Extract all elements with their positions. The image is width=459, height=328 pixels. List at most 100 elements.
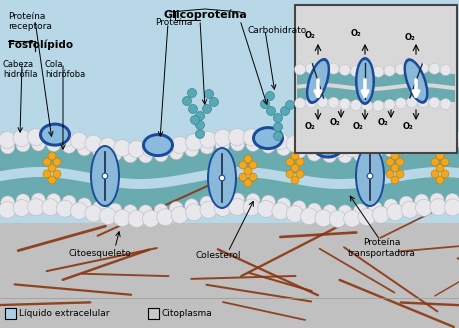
Ellipse shape	[356, 147, 382, 205]
Ellipse shape	[311, 134, 343, 158]
Ellipse shape	[39, 123, 71, 147]
Circle shape	[154, 148, 168, 162]
Circle shape	[266, 107, 275, 115]
Circle shape	[417, 63, 428, 73]
Circle shape	[400, 201, 417, 218]
Circle shape	[444, 194, 459, 207]
Circle shape	[28, 129, 45, 146]
Circle shape	[383, 143, 397, 157]
Circle shape	[285, 205, 302, 222]
Circle shape	[0, 201, 16, 218]
Circle shape	[200, 140, 213, 154]
Circle shape	[246, 137, 259, 152]
Circle shape	[28, 198, 45, 215]
Circle shape	[239, 173, 246, 181]
Circle shape	[271, 203, 288, 220]
Circle shape	[435, 164, 443, 172]
Circle shape	[195, 130, 204, 138]
Circle shape	[390, 164, 398, 172]
Circle shape	[417, 96, 428, 108]
Circle shape	[108, 147, 122, 161]
Circle shape	[48, 164, 56, 172]
Circle shape	[368, 146, 382, 160]
Ellipse shape	[405, 61, 425, 101]
Circle shape	[406, 63, 417, 74]
Circle shape	[291, 145, 305, 159]
Polygon shape	[0, 177, 459, 214]
Circle shape	[273, 122, 282, 132]
Circle shape	[440, 158, 448, 166]
Circle shape	[257, 130, 274, 147]
Circle shape	[128, 140, 145, 157]
Circle shape	[200, 201, 217, 218]
Circle shape	[337, 149, 351, 163]
Circle shape	[414, 199, 431, 216]
Bar	[0, 223, 459, 328]
Circle shape	[219, 175, 224, 181]
Circle shape	[260, 99, 269, 109]
Circle shape	[142, 210, 159, 227]
Circle shape	[108, 203, 122, 217]
Circle shape	[440, 170, 448, 178]
Circle shape	[53, 170, 61, 178]
Circle shape	[372, 66, 383, 77]
Ellipse shape	[42, 126, 68, 144]
Ellipse shape	[357, 60, 372, 102]
Circle shape	[169, 202, 183, 215]
Circle shape	[414, 194, 428, 208]
Circle shape	[48, 176, 56, 184]
Circle shape	[77, 198, 91, 212]
Circle shape	[243, 155, 252, 163]
Circle shape	[273, 132, 282, 140]
Circle shape	[276, 198, 290, 212]
Circle shape	[430, 158, 438, 166]
Text: O₂: O₂	[377, 118, 387, 128]
Circle shape	[43, 170, 51, 178]
Circle shape	[248, 173, 257, 181]
Circle shape	[62, 195, 76, 209]
Circle shape	[350, 100, 361, 111]
Circle shape	[394, 64, 405, 75]
Circle shape	[414, 129, 431, 146]
Circle shape	[261, 139, 275, 153]
Circle shape	[246, 194, 259, 208]
Circle shape	[200, 131, 217, 148]
Circle shape	[195, 112, 204, 120]
Ellipse shape	[354, 57, 374, 105]
Circle shape	[343, 210, 360, 227]
Circle shape	[357, 209, 374, 226]
Circle shape	[291, 201, 305, 215]
Circle shape	[243, 179, 252, 187]
Ellipse shape	[142, 133, 174, 157]
Circle shape	[383, 65, 394, 76]
Circle shape	[305, 63, 316, 74]
Circle shape	[429, 198, 446, 215]
Ellipse shape	[308, 61, 327, 101]
Circle shape	[228, 129, 245, 146]
Circle shape	[353, 148, 367, 162]
Circle shape	[429, 193, 443, 207]
Ellipse shape	[403, 58, 427, 104]
Circle shape	[339, 98, 350, 110]
Circle shape	[285, 135, 302, 152]
Ellipse shape	[305, 58, 330, 104]
Circle shape	[390, 176, 398, 184]
Circle shape	[316, 63, 327, 73]
Bar	[148, 308, 159, 319]
Text: Citoesqueleto: Citoesqueleto	[68, 249, 131, 257]
Circle shape	[329, 140, 346, 157]
Circle shape	[386, 133, 403, 151]
Circle shape	[123, 205, 137, 219]
Circle shape	[414, 138, 428, 152]
Polygon shape	[297, 87, 454, 103]
Circle shape	[48, 152, 56, 160]
Circle shape	[429, 129, 446, 146]
Circle shape	[46, 137, 61, 152]
Circle shape	[294, 98, 305, 109]
Circle shape	[439, 65, 450, 75]
Circle shape	[398, 140, 413, 154]
Circle shape	[230, 193, 244, 207]
Circle shape	[350, 66, 361, 77]
Text: O₂: O₂	[404, 32, 414, 42]
Circle shape	[443, 129, 459, 146]
